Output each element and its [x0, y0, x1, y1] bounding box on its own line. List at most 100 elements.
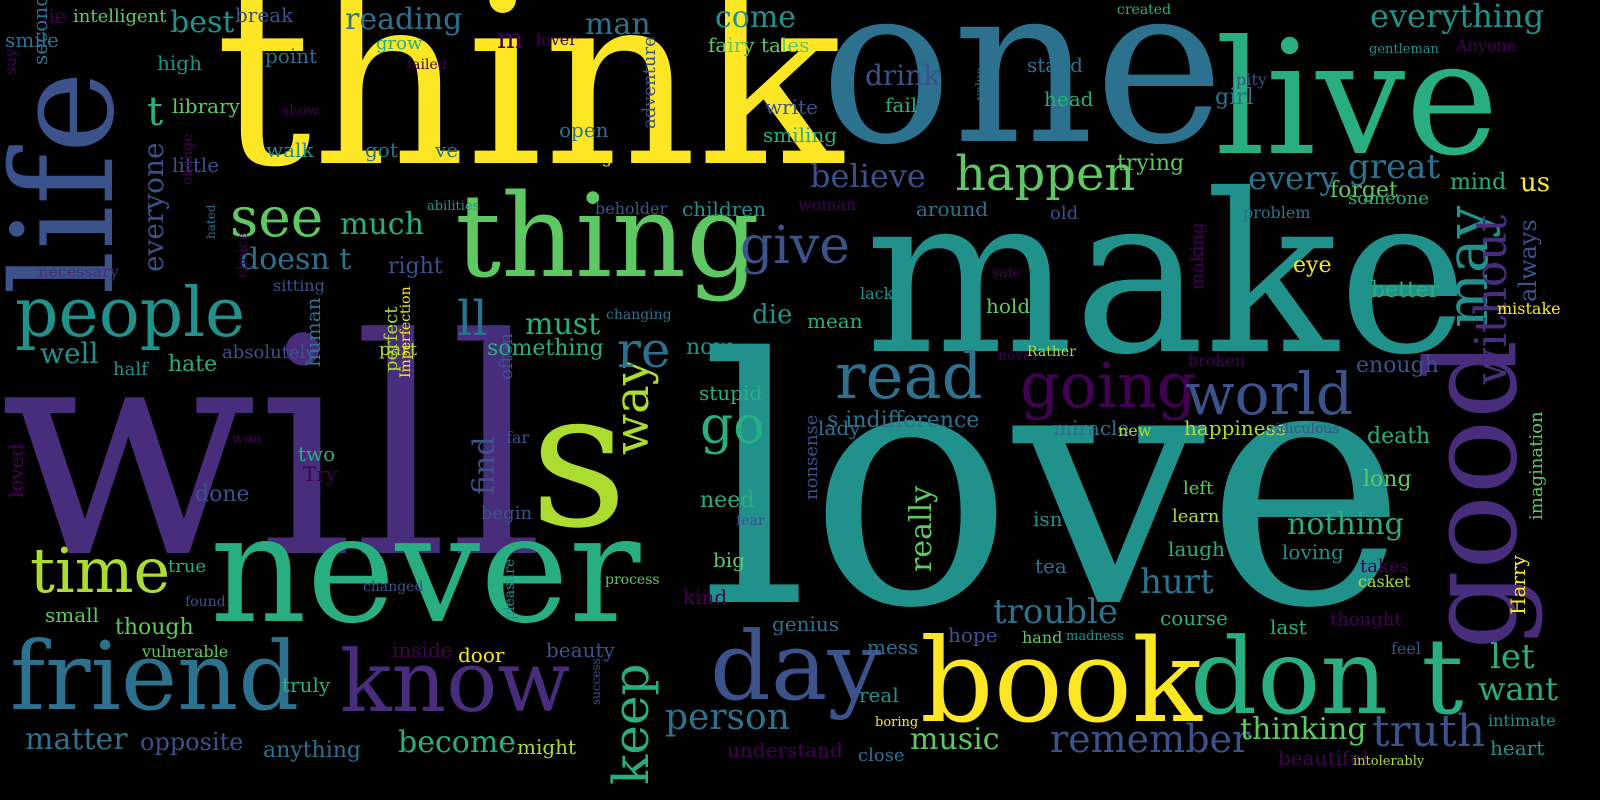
- cloud-word: madness: [1066, 629, 1124, 644]
- cloud-word: boring: [875, 715, 919, 730]
- cloud-word: world: [1185, 360, 1353, 428]
- cloud-word: beauty: [546, 638, 615, 662]
- cloud-word: intolerably: [1353, 754, 1425, 769]
- cloud-word: new: [1118, 421, 1152, 440]
- cloud-word: tea: [1035, 554, 1067, 578]
- cloud-word: everyone: [137, 142, 170, 272]
- cloud-word: success: [589, 658, 603, 705]
- cloud-word: ridiculous: [1269, 421, 1340, 437]
- cloud-word: intelligent: [73, 6, 167, 27]
- cloud-word: course: [1160, 606, 1228, 630]
- cloud-word: around: [916, 197, 989, 221]
- cloud-word: changed: [363, 579, 424, 595]
- cloud-word: someone: [1348, 188, 1429, 209]
- cloud-word: making: [1187, 222, 1208, 290]
- cloud-word: found: [185, 594, 226, 610]
- cloud-word: people: [15, 274, 246, 353]
- cloud-word: long: [1363, 467, 1412, 492]
- cloud-word: Harry: [1506, 555, 1530, 615]
- cloud-word: abilities: [427, 199, 480, 214]
- cloud-word: pity: [1236, 70, 1267, 89]
- cloud-word: enough: [1356, 353, 1439, 378]
- cloud-word: believe: [810, 157, 926, 195]
- cloud-word: imagination: [1526, 411, 1547, 520]
- cloud-word: casket: [1358, 572, 1411, 591]
- cloud-word: isn: [1033, 507, 1063, 531]
- cloud-word: stupid: [699, 381, 763, 405]
- cloud-word: process: [605, 572, 660, 588]
- cloud-word: lie: [42, 4, 67, 28]
- cloud-word: Anyone: [1456, 36, 1517, 55]
- cloud-word: failed: [407, 57, 447, 73]
- cloud-word: lover: [536, 30, 577, 49]
- cloud-word: show: [282, 103, 319, 119]
- cloud-word: break: [235, 3, 294, 27]
- cloud-word: door: [458, 643, 505, 667]
- cloud-word: something: [487, 336, 604, 361]
- cloud-word: Rather: [1027, 344, 1076, 360]
- cloud-word: close: [858, 745, 905, 766]
- cloud-word: smiling: [763, 123, 838, 147]
- cloud-word: nonsense: [801, 414, 822, 500]
- cloud-word: go: [700, 396, 765, 456]
- cloud-word: give: [740, 216, 851, 276]
- cloud-word: much: [340, 207, 424, 242]
- cloud-word: mind: [1450, 170, 1507, 195]
- cloud-word: might: [517, 735, 577, 759]
- cloud-word: truly: [282, 673, 331, 697]
- cloud-word: grow: [376, 33, 423, 54]
- cloud-word: hope: [948, 623, 998, 647]
- cloud-word: say: [1, 48, 20, 75]
- cloud-word: loved: [4, 443, 28, 498]
- cloud-word: absolutely: [222, 342, 316, 363]
- cloud-word: going: [1020, 349, 1197, 422]
- cloud-word: book: [920, 615, 1202, 749]
- cloud-word: feel: [1391, 639, 1421, 658]
- cloud-word: high: [157, 51, 202, 75]
- cloud-word: doesn t: [240, 242, 352, 277]
- cloud-word: best: [170, 5, 235, 40]
- cloud-word: loving: [1282, 540, 1344, 564]
- cloud-word: gentleman: [1369, 42, 1439, 57]
- cloud-word: anything: [263, 738, 362, 763]
- cloud-word: girl: [1215, 85, 1254, 110]
- cloud-word: children: [682, 197, 766, 221]
- cloud-word: us: [1520, 168, 1551, 198]
- cloud-word: never: [210, 483, 641, 657]
- cloud-word: will: [0, 275, 545, 624]
- cloud-word: human: [301, 297, 325, 367]
- cloud-word: eye: [1293, 253, 1332, 278]
- cloud-word: hate: [168, 352, 218, 377]
- cloud-word: problem: [1243, 203, 1311, 222]
- cloud-word: pleasure: [502, 558, 518, 620]
- cloud-word: living: [567, 148, 612, 167]
- cloud-word: big: [713, 548, 746, 572]
- cloud-word: mistake: [1497, 299, 1561, 318]
- cloud-word: man: [585, 7, 651, 42]
- cloud-word: right: [388, 254, 443, 279]
- cloud-word: remember: [1050, 717, 1251, 761]
- cloud-word: far: [506, 428, 530, 447]
- cloud-word: smile: [5, 28, 59, 52]
- cloud-word: lady: [818, 416, 861, 440]
- cloud-word: lack: [860, 284, 894, 303]
- cloud-word: everything: [1370, 0, 1545, 35]
- cloud-word: become: [398, 725, 517, 760]
- cloud-word: thinking: [1240, 712, 1367, 747]
- cloud-word: takes: [1360, 556, 1409, 577]
- cloud-word: drink: [865, 59, 941, 92]
- cloud-word: better: [1371, 278, 1440, 303]
- cloud-word: find: [467, 436, 502, 495]
- cloud-word: real: [859, 683, 899, 707]
- cloud-word: last: [1270, 615, 1307, 639]
- cloud-word: hold: [986, 294, 1031, 318]
- cloud-word: adventure: [639, 36, 660, 129]
- cloud-word: thought: [1330, 609, 1402, 630]
- cloud-word: one: [820, 0, 1225, 193]
- cloud-word: really: [904, 485, 939, 572]
- cloud-word: Try: [303, 462, 338, 486]
- cloud-word: head: [1044, 87, 1094, 111]
- cloud-word: make: [865, 147, 1469, 403]
- cloud-word: created: [1117, 2, 1172, 18]
- cloud-word: true: [168, 556, 207, 577]
